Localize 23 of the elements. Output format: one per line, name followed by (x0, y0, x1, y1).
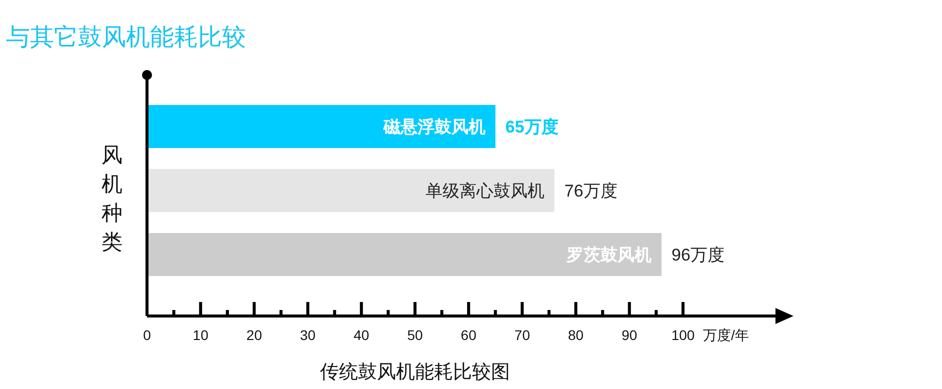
bar (147, 233, 662, 276)
x-tick-label: 60 (460, 327, 477, 343)
x-tick-label: 100 (671, 327, 695, 343)
x-tick-label: 80 (568, 327, 584, 343)
y-axis-title: 风机种类 (102, 144, 122, 254)
x-tick-label: 10 (192, 327, 209, 343)
x-tick-label: 90 (622, 327, 638, 343)
x-axis-title: 万度/年 (703, 327, 749, 343)
text: 传统鼓风机能耗比较图 (320, 362, 510, 383)
bar (147, 169, 554, 212)
x-tick-label: 70 (514, 327, 530, 343)
y-tick-label: 单级离心鼓风机 (425, 182, 544, 200)
x-tick-label: 30 (300, 327, 316, 343)
data-label: 76万度 (564, 182, 618, 200)
data-label: 96万度 (672, 246, 724, 264)
bar (147, 105, 496, 148)
x-tick-label: 40 (354, 327, 370, 343)
x-tick-label: 50 (407, 327, 423, 343)
x-tick-label: 20 (246, 327, 262, 343)
y-tick-label: 磁悬浮鼓风机 (382, 118, 486, 136)
x-tick-label: 0 (143, 327, 152, 343)
chart-title: 与其它鼓风机能耗比较 (6, 24, 246, 51)
data-label: 65万度 (505, 118, 558, 136)
